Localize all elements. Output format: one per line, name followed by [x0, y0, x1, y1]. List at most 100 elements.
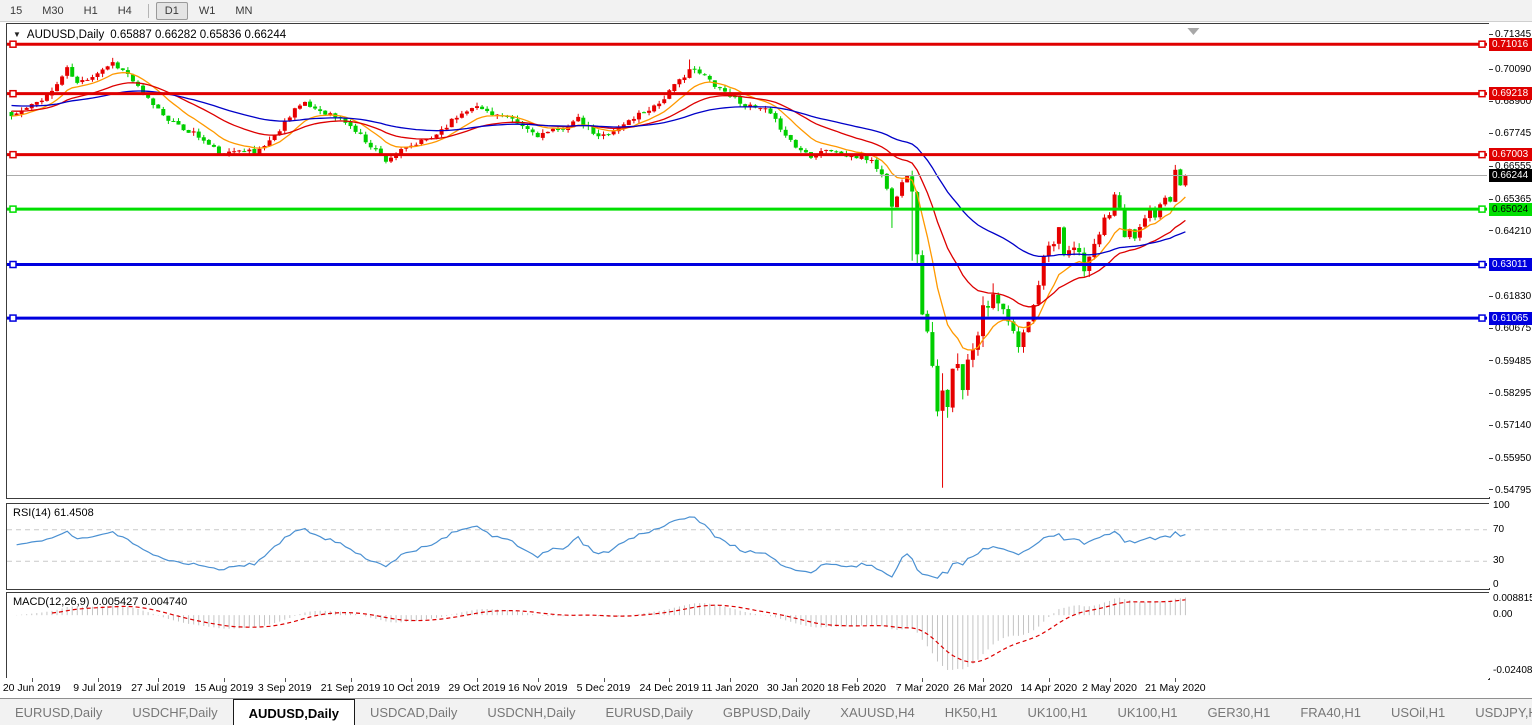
- date-axis[interactable]: 20 Jun 2019 9 Jul 2019 27 Jul 2019 15 Aug 2…: [3, 678, 1488, 698]
- date-tick: [97, 678, 99, 682]
- date-label-14-Apr-2020[interactable]: 14 Apr 2020: [1020, 682, 1078, 694]
- date-label-21-May-2020[interactable]: 21 May 2020: [1144, 682, 1206, 694]
- date-label-18-Feb-2020[interactable]: 18 Feb 2020: [827, 682, 886, 694]
- date-tick: [1175, 678, 1177, 682]
- tick-dash: [1489, 101, 1493, 103]
- chart-title-symbol: AUDUSD,Daily: [26, 29, 105, 41]
- date-label-26-Mar-2020[interactable]: 26 Mar 2020: [953, 682, 1013, 694]
- chart-shift-marker-icon[interactable]: [1187, 28, 1200, 35]
- main-price-panel[interactable]: [6, 23, 1490, 499]
- tab-usoil-h1[interactable]: USOil,H1: [1391, 705, 1446, 720]
- date-tick: [477, 678, 479, 682]
- price-chart-canvas[interactable]: [7, 24, 1487, 496]
- tick-dash: [1489, 489, 1493, 491]
- timeframe-button-15[interactable]: 15: [10, 4, 23, 17]
- date-tick: [795, 678, 797, 682]
- current-price-badge: 0.66244: [1489, 169, 1532, 183]
- date-label-10-Oct-2019[interactable]: 10 Oct 2019: [382, 682, 440, 694]
- price-tick-0.70090: 0.70090: [1489, 64, 1531, 76]
- hline-0.61065[interactable]: [7, 314, 1487, 322]
- date-label-27-Jul-2019[interactable]: 27 Jul 2019: [131, 682, 186, 694]
- rsi-tick-70: 70: [1493, 523, 1505, 535]
- price-axis[interactable]: 0.71345 0.70090 0.68900 0.67745 0.66555 0.653…: [1489, 23, 1532, 497]
- price-level-badge-0.63011: 0.63011: [1489, 258, 1532, 271]
- hline-0.71016[interactable]: [7, 40, 1487, 48]
- tab-usdchf-daily[interactable]: USDCHF,Daily: [132, 705, 218, 720]
- timeframe-button-h1[interactable]: H1: [83, 4, 98, 17]
- chart-title: ▼ AUDUSD,Daily 0.65887 0.66282 0.65836 0…: [13, 29, 286, 41]
- tick-dash: [1489, 360, 1493, 362]
- ma-line-10: [11, 71, 1186, 351]
- price-tick-0.57140: 0.57140: [1489, 420, 1531, 432]
- date-label-16-Nov-2019[interactable]: 16 Nov 2019: [507, 682, 568, 694]
- toolbar-separator: [147, 3, 149, 18]
- date-label-20-Jun-2019[interactable]: 20 Jun 2019: [2, 682, 61, 694]
- date-tick: [224, 678, 226, 682]
- date-tick: [537, 678, 539, 682]
- timeframe-button-m30[interactable]: M30: [42, 4, 64, 17]
- tick-dash: [1489, 68, 1493, 70]
- hline-0.69218[interactable]: [7, 89, 1487, 98]
- date-label-29-Oct-2019[interactable]: 29 Oct 2019: [448, 682, 506, 694]
- date-label-21-Sep-2019[interactable]: 21 Sep 2019: [320, 682, 381, 694]
- price-tick-0.54795: 0.54795: [1489, 485, 1531, 497]
- date-label-2-May-2020[interactable]: 2 May 2020: [1082, 682, 1137, 694]
- tab-fra40-h1[interactable]: FRA40,H1: [1300, 705, 1362, 720]
- price-level-badge-0.67003: 0.67003: [1489, 148, 1532, 162]
- price-tick-0.71345: 0.71345: [1489, 29, 1531, 41]
- price-tick-0.64210: 0.64210: [1489, 226, 1531, 238]
- tab-eurusd-daily[interactable]: EURUSD,Daily: [605, 705, 693, 720]
- date-label-15-Aug-2019[interactable]: 15 Aug 2019: [194, 682, 254, 694]
- hline-0.67003[interactable]: [7, 150, 1487, 159]
- date-tick: [31, 678, 33, 682]
- tab-ger30-h1[interactable]: GER30,H1: [1207, 705, 1271, 720]
- tab-gbpusd-daily[interactable]: GBPUSD,Daily: [722, 705, 811, 720]
- tick-dash: [1489, 133, 1493, 135]
- price-tick-0.61830: 0.61830: [1489, 291, 1531, 303]
- tab-hk50-h1[interactable]: HK50,H1: [944, 705, 998, 720]
- price-tick-0.55950: 0.55950: [1489, 453, 1531, 465]
- date-label-3-Sep-2019[interactable]: 3 Sep 2019: [257, 682, 312, 694]
- macd-tick-0.00: 0.00: [1493, 609, 1513, 621]
- price-level-badge-0.71016: 0.71016: [1489, 37, 1532, 51]
- tick-dash: [1489, 457, 1493, 459]
- date-label-30-Jan-2020[interactable]: 30 Jan 2020: [766, 682, 825, 694]
- hline-0.65024[interactable]: [7, 205, 1487, 213]
- tab-eurusd-daily[interactable]: EURUSD,Daily: [15, 705, 103, 720]
- price-tick-0.60675: 0.60675: [1489, 323, 1531, 335]
- tab-uk100-h1[interactable]: UK100,H1: [1117, 705, 1178, 720]
- rsi-line: [16, 516, 1186, 579]
- tab-usdjpy-h1[interactable]: USDJPY,H1: [1475, 705, 1532, 720]
- tick-dash: [1489, 327, 1493, 329]
- price-tick-0.58295: 0.58295: [1489, 388, 1531, 400]
- tab-xauusd-h4[interactable]: XAUUSD,H4: [840, 705, 915, 720]
- date-tick: [669, 678, 671, 682]
- macd-label: MACD(12,26,9) 0.005427 0.004740: [13, 596, 188, 608]
- tick-dash: [1489, 230, 1493, 232]
- tick-dash: [1489, 295, 1493, 297]
- tab-audusd-daily[interactable]: AUDUSD,Daily: [232, 699, 355, 725]
- macd-chart-canvas[interactable]: [7, 593, 1487, 677]
- date-label-7-Mar-2020[interactable]: 7 Mar 2020: [895, 682, 949, 694]
- hline-0.63011[interactable]: [7, 260, 1487, 269]
- tab-usdcad-daily[interactable]: USDCAD,Daily: [369, 705, 458, 720]
- date-label-5-Dec-2019[interactable]: 5 Dec 2019: [576, 682, 631, 694]
- date-tick: [411, 678, 413, 682]
- symbol-dropdown-icon[interactable]: ▼: [13, 30, 21, 39]
- macd-histogram: [16, 597, 1186, 670]
- timeframe-button-w1[interactable]: W1: [198, 4, 216, 17]
- timeframe-button-d1[interactable]: D1: [155, 1, 188, 20]
- macd-panel[interactable]: MACD(12,26,9) 0.005427 0.004740: [6, 592, 1490, 680]
- date-label-9-Jul-2019[interactable]: 9 Jul 2019: [73, 682, 122, 694]
- timeframe-button-mn[interactable]: MN: [235, 4, 253, 17]
- tab-uk100-h1[interactable]: UK100,H1: [1027, 705, 1088, 720]
- ma-line-55: [11, 90, 1186, 258]
- timeframe-button-h4[interactable]: H4: [117, 4, 132, 17]
- tick-dash: [1489, 393, 1493, 395]
- date-label-11-Jan-2020[interactable]: 11 Jan 2020: [701, 682, 759, 694]
- tab-usdcnh-daily[interactable]: USDCNH,Daily: [487, 705, 576, 720]
- rsi-chart-canvas[interactable]: [7, 504, 1487, 587]
- date-label-24-Dec-2019[interactable]: 24 Dec 2019: [639, 682, 700, 694]
- rsi-panel[interactable]: RSI(14) 61.4508: [6, 503, 1490, 590]
- date-tick: [1048, 678, 1050, 682]
